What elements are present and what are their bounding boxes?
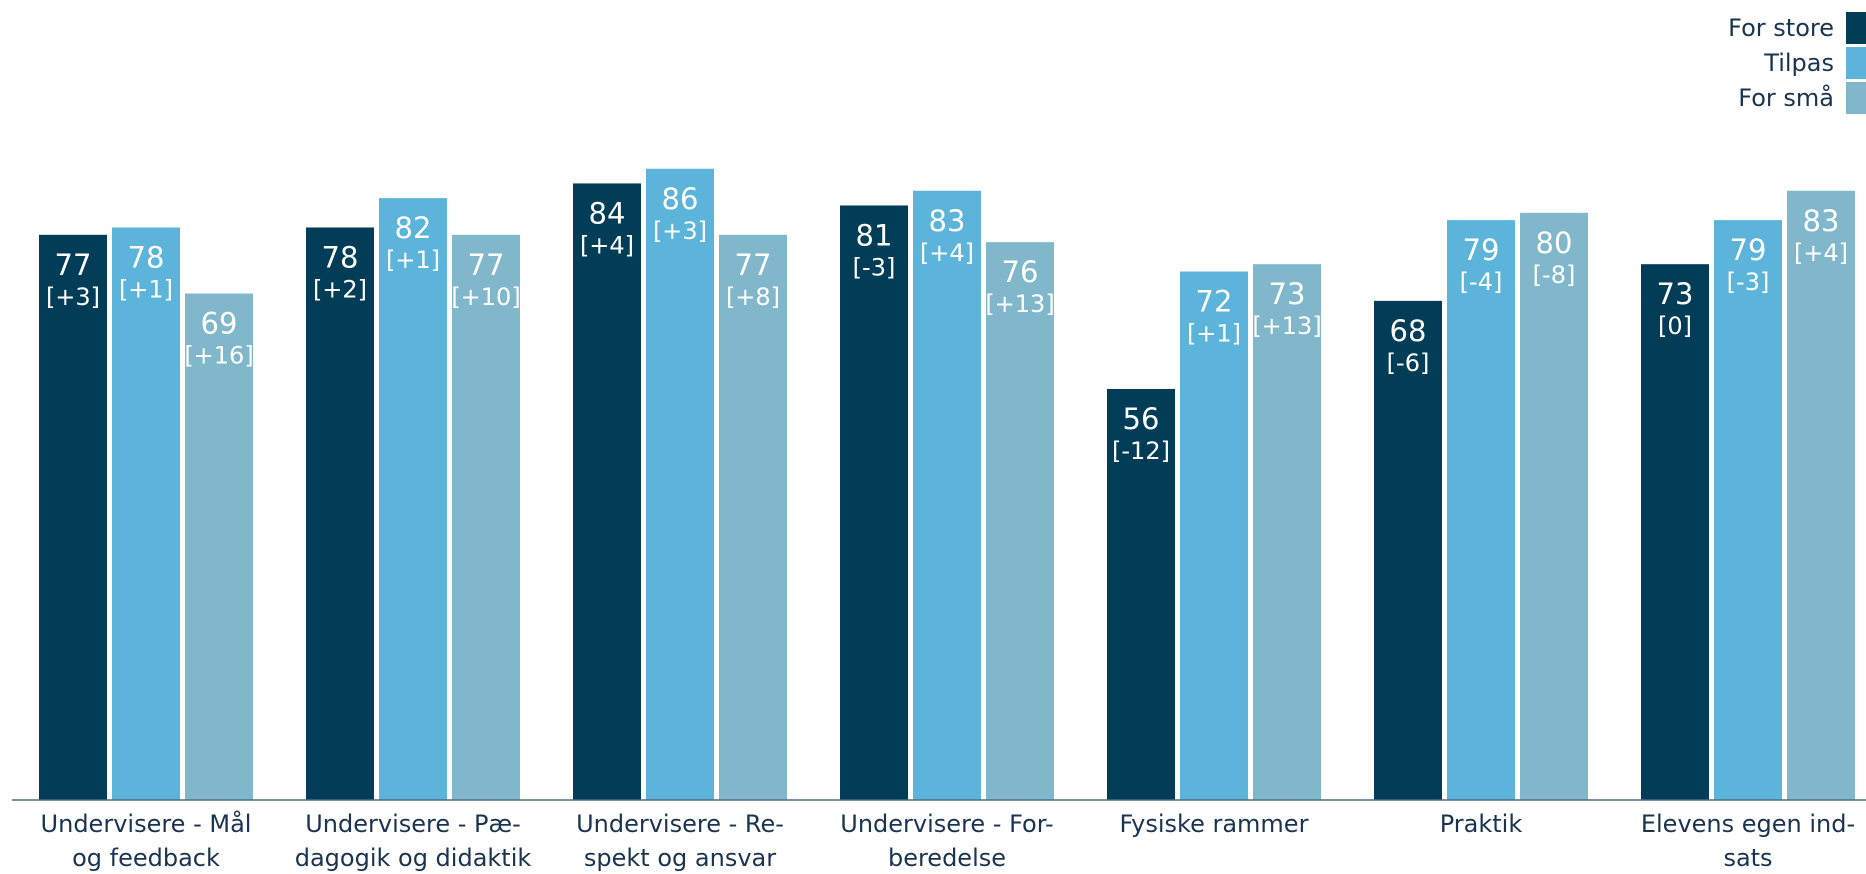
bar-delta-label: [+1]	[1187, 320, 1241, 348]
bar	[1641, 264, 1709, 800]
bar-value-label: 81	[856, 218, 893, 252]
bar-value-label: 56	[1123, 402, 1160, 436]
x-tick-label: spekt og ansvar	[584, 844, 776, 872]
bar	[646, 168, 714, 800]
bar	[1520, 212, 1588, 801]
bar	[1447, 220, 1515, 800]
legend-label: Tilpas	[1763, 49, 1834, 77]
bar	[840, 205, 908, 800]
bar	[1787, 190, 1855, 800]
bar-delta-label: [+1]	[386, 246, 440, 274]
x-tick-label: Praktik	[1440, 810, 1523, 838]
bar	[1180, 271, 1248, 800]
bar-value-label: 76	[1002, 255, 1039, 289]
bar-value-label: 78	[128, 240, 165, 274]
bar-value-label: 77	[735, 248, 772, 282]
x-tick-label: Undervisere - Re-	[576, 810, 784, 838]
bar-delta-label: [+4]	[920, 239, 974, 267]
bar-value-label: 83	[1803, 204, 1840, 238]
bar-delta-label: [-3]	[1727, 268, 1770, 296]
bar-delta-label: [+4]	[1794, 239, 1848, 267]
bar-value-label: 77	[55, 248, 92, 282]
bar-delta-label: [+3]	[653, 217, 707, 245]
bar-delta-label: [+8]	[726, 283, 780, 311]
legend-swatch	[1846, 12, 1866, 44]
bar-delta-label: [-12]	[1112, 437, 1170, 465]
bar-delta-label: [-3]	[853, 253, 896, 281]
bar	[452, 234, 520, 800]
bar	[1253, 264, 1321, 800]
bar-delta-label: [+1]	[119, 275, 173, 303]
legend-swatch	[1846, 82, 1866, 114]
bar-value-label: 79	[1730, 233, 1767, 267]
x-tick-label: Undervisere - Pæ-	[305, 810, 521, 838]
bar-value-label: 78	[322, 240, 359, 274]
bar-delta-label: [+10]	[451, 283, 520, 311]
bar	[719, 234, 787, 800]
bar-delta-label: [0]	[1658, 312, 1692, 340]
x-tick-label: beredelse	[888, 844, 1006, 872]
x-tick-label: dagogik og didaktik	[295, 844, 532, 872]
bar-value-label: 79	[1463, 233, 1500, 267]
bar-value-label: 86	[662, 182, 699, 216]
bar	[379, 198, 447, 800]
bar-delta-label: [+16]	[184, 342, 253, 370]
x-tick-label: Fysiske rammer	[1120, 810, 1309, 838]
bar	[112, 227, 180, 801]
bar-delta-label: [-4]	[1460, 268, 1503, 296]
bar-delta-label: [+4]	[580, 231, 634, 259]
legend-label: For små	[1738, 83, 1834, 112]
x-tick-labels: Undervisere - Mål og feedback Undervisere …	[41, 809, 1856, 872]
bar-value-label: 77	[468, 248, 505, 282]
bar-delta-label: [-8]	[1533, 261, 1576, 289]
bar	[986, 242, 1054, 800]
x-tick-label: sats	[1723, 844, 1772, 872]
bar	[185, 293, 253, 800]
bar	[573, 183, 641, 800]
x-tick-label: Undervisere - Mål	[41, 809, 252, 838]
x-tick-label: Elevens egen ind-	[1641, 810, 1855, 838]
bar-delta-label: [+3]	[46, 283, 100, 311]
x-tick-label: Undervisere - For-	[840, 810, 1053, 838]
legend-swatch	[1846, 47, 1866, 79]
bar-value-label: 72	[1196, 285, 1233, 319]
bar-value-label: 69	[201, 307, 238, 341]
bars-layer: 77[+3]78[+1]69[+16]78[+2]82[+1] 77[+10]84…	[39, 168, 1855, 801]
legend: For store Tilpas For små	[1728, 12, 1866, 114]
bar-value-label: 80	[1536, 226, 1573, 260]
legend-label: For store	[1728, 14, 1834, 42]
bar-value-label: 83	[929, 204, 966, 238]
bar	[1714, 220, 1782, 800]
bar-delta-label: [+13]	[1252, 312, 1321, 340]
bar-value-label: 84	[589, 196, 626, 230]
bar-value-label: 82	[395, 211, 432, 245]
bar	[306, 227, 374, 801]
bar-value-label: 73	[1657, 277, 1694, 311]
x-tick-label: og feedback	[72, 844, 220, 872]
bar	[913, 190, 981, 800]
bar-delta-label: [+13]	[985, 290, 1054, 318]
bar	[1374, 300, 1442, 800]
bar	[39, 234, 107, 800]
bar-delta-label: [+2]	[313, 275, 367, 303]
bar	[1107, 388, 1175, 800]
bar-delta-label: [-6]	[1387, 349, 1430, 377]
bar-value-label: 68	[1390, 314, 1427, 348]
bar-value-label: 73	[1269, 277, 1306, 311]
